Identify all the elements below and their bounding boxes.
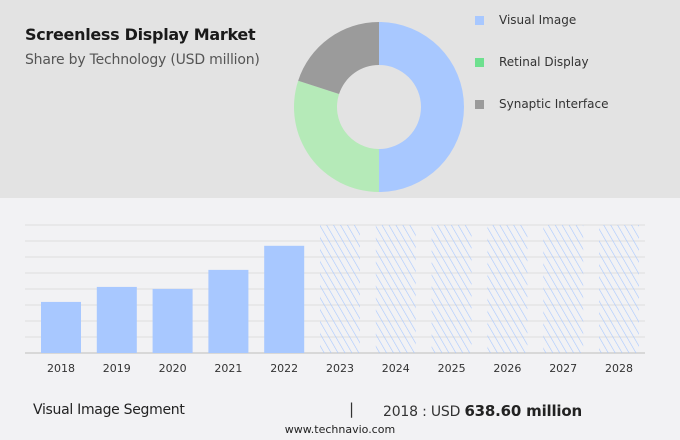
legend-swatch	[475, 99, 484, 109]
x-tick-label: 2025	[438, 362, 466, 375]
donut-slice-retinal-display	[294, 80, 379, 192]
forecast-bar-2024	[375, 225, 416, 353]
forecast-bar-2025	[431, 225, 472, 353]
legend-swatch	[475, 57, 484, 67]
value-amount: 638.60 million	[464, 402, 582, 420]
bar-2022	[264, 245, 305, 353]
segment-label: Visual Image Segment	[33, 402, 185, 418]
legend-label: Visual Image	[499, 13, 577, 27]
bar-2019	[96, 286, 137, 353]
donut-slice-visual-image	[379, 22, 464, 192]
segment-value: 2018 : USD 638.60 million	[383, 402, 582, 420]
x-tick-label: 2024	[382, 362, 410, 375]
year-prefix: 2018 : USD	[383, 404, 461, 420]
website-link[interactable]: www.technavio.com	[284, 423, 396, 436]
legend-label: Synaptic Interface	[499, 97, 609, 111]
forecast-bar-2026	[487, 225, 528, 353]
separator: |	[349, 400, 355, 418]
forecast-bar-2028	[599, 225, 639, 353]
bar-2020	[152, 288, 193, 353]
legend-item-visual-image: Visual Image	[475, 13, 576, 27]
x-tick-label: 2018	[47, 362, 75, 375]
x-tick-label: 2020	[159, 362, 187, 375]
chart-title: Screenless Display Market	[25, 25, 256, 44]
x-tick-label: 2019	[103, 362, 131, 375]
bar-2021	[208, 269, 249, 353]
x-tick-label: 2023	[326, 362, 354, 375]
x-tick-label: 2027	[549, 362, 577, 375]
legend-item-retinal-display: Retinal Display	[475, 55, 589, 69]
forecast-bar-2027	[543, 225, 584, 353]
forecast-bar-2023	[320, 225, 360, 353]
donut-chart	[294, 22, 464, 192]
legend-swatch	[475, 15, 484, 25]
donut-slice-synaptic-interface	[298, 22, 379, 95]
legend-label: Retinal Display	[499, 55, 589, 69]
x-tick-label: 2026	[493, 362, 521, 375]
x-tick-label: 2028	[605, 362, 633, 375]
bar-2018	[41, 301, 81, 353]
legend-item-synaptic-interface: Synaptic Interface	[475, 97, 608, 111]
x-tick-label: 2022	[270, 362, 298, 375]
x-tick-label: 2021	[214, 362, 242, 375]
bar-chart: 2018 2019 2020 2021 2022 2023 2024 2025 2026 2027…	[25, 224, 645, 375]
chart-subtitle: Share by Technology (USD million)	[25, 52, 260, 68]
